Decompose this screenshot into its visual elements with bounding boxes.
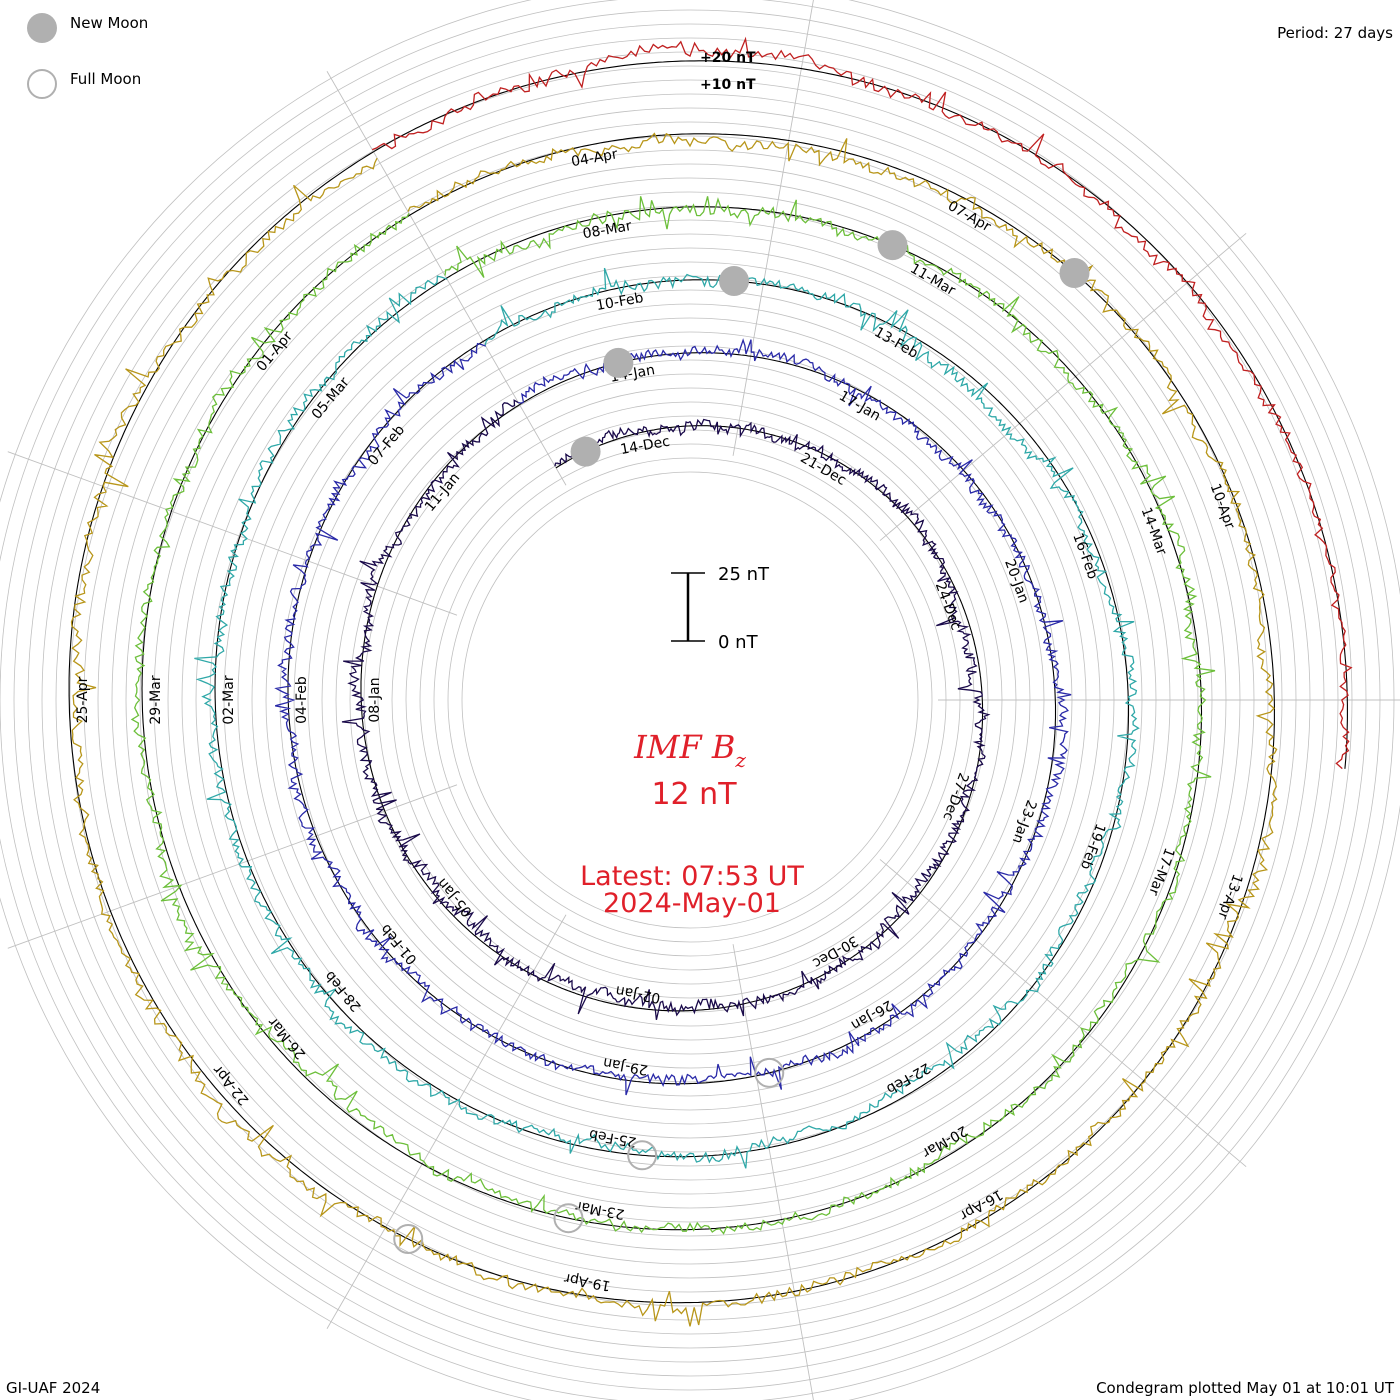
new-moon-marker bbox=[1059, 257, 1090, 288]
date-tick-label: 04-Apr bbox=[570, 146, 619, 170]
full-moon-legend-icon bbox=[27, 69, 57, 99]
scale-bar: 25 nT 0 nT bbox=[671, 564, 770, 653]
date-tick-label: 29-Jan bbox=[602, 1054, 649, 1078]
chart-title: IMF Bz bbox=[633, 728, 746, 772]
full-moon-marker bbox=[754, 1057, 785, 1088]
date-tick-label: 19-Apr bbox=[563, 1270, 612, 1294]
series-line-rotation-2 bbox=[274, 338, 1072, 1096]
legend: New Moon Full Moon bbox=[27, 13, 148, 99]
grid-ring bbox=[349, 359, 1031, 1041]
latest-time: Latest: 07:53 UT bbox=[580, 861, 804, 892]
date-tick-label: 02-Jan bbox=[614, 982, 661, 1006]
moon-marker-layer bbox=[393, 230, 1090, 1254]
series-line-rotation-1 bbox=[341, 399, 991, 1020]
date-label-layer: 14-Dec21-Dec24-Dec27-Dec30-Dec02-Jan05-J… bbox=[75, 146, 1245, 1293]
date-tick-label: 21-Dec bbox=[797, 450, 848, 489]
date-tick-label: 25-Apr bbox=[75, 676, 91, 723]
day-spoke bbox=[732, 944, 814, 1400]
new-moon-marker bbox=[719, 266, 750, 297]
day-spoke bbox=[732, 0, 814, 456]
zero-line-rotation-6 bbox=[373, 60, 1348, 769]
day-spoke bbox=[879, 232, 1247, 541]
series-line-rotation-6 bbox=[371, 36, 1353, 770]
date-tick-label: 05-Jan bbox=[434, 875, 475, 920]
date-tick-label: 29-Mar bbox=[148, 675, 164, 725]
zero-line-layer bbox=[68, 60, 1348, 1304]
new-moon-legend-label: New Moon bbox=[70, 14, 148, 32]
new-moon-marker bbox=[603, 347, 634, 378]
day-spoke bbox=[7, 784, 458, 949]
zero-line-rotation-2 bbox=[287, 341, 1057, 1085]
day-spoke bbox=[7, 451, 458, 616]
grid-ring bbox=[461, 471, 919, 929]
current-value: 12 nT bbox=[651, 777, 737, 812]
full-moon-marker bbox=[553, 1203, 584, 1234]
series-line-rotation-4 bbox=[130, 196, 1216, 1235]
full-moon-marker bbox=[393, 1223, 424, 1254]
day-spoke bbox=[326, 914, 567, 1329]
zero-line-rotation-4 bbox=[141, 206, 1203, 1231]
ref-ring-label-20: +20 nT bbox=[700, 50, 756, 66]
latest-date: 2024-May-01 bbox=[603, 888, 781, 919]
zero-line-rotation-3 bbox=[214, 277, 1130, 1158]
trace-layer bbox=[70, 36, 1353, 1327]
new-moon-marker bbox=[877, 230, 908, 261]
date-tick-label: 14-Mar bbox=[1138, 505, 1170, 557]
date-tick-label: 24-Dec bbox=[932, 580, 964, 632]
date-tick-label: 08-Jan bbox=[367, 677, 383, 722]
credit-label: GI-UAF 2024 bbox=[6, 1379, 101, 1397]
date-tick-label: 11-Mar bbox=[907, 261, 958, 300]
full-moon-legend-label: Full Moon bbox=[70, 70, 141, 88]
date-tick-label: 26-Mar bbox=[265, 1014, 309, 1062]
new-moon-marker bbox=[570, 436, 601, 467]
date-tick-label: 04-Feb bbox=[294, 676, 310, 724]
zero-line-rotation-5 bbox=[68, 133, 1275, 1304]
plotted-timestamp: Condegram plotted May 01 at 10:01 UT bbox=[1096, 1379, 1394, 1397]
center-annotation: IMF Bz 12 nT Latest: 07:53 UT 2024-May-0… bbox=[580, 728, 804, 919]
grid-ring bbox=[447, 457, 933, 943]
scale-bar-bottom-label: 0 nT bbox=[718, 632, 759, 653]
day-spoke bbox=[879, 859, 1247, 1168]
series-line-rotation-3 bbox=[194, 267, 1140, 1169]
scale-bar-top-label: 25 nT bbox=[718, 564, 770, 585]
date-tick-label: 20-Mar bbox=[919, 1122, 970, 1161]
new-moon-legend-icon bbox=[27, 13, 57, 43]
period-label: Period: 27 days bbox=[1277, 24, 1393, 42]
zero-line-rotation-1 bbox=[360, 404, 984, 1012]
ref-ring-label-10: +10 nT bbox=[700, 77, 756, 93]
chart-title-subscript: z bbox=[734, 748, 746, 772]
full-moon-marker bbox=[627, 1140, 658, 1171]
date-tick-label: 26-Jan bbox=[848, 997, 895, 1033]
series-line-rotation-5 bbox=[70, 132, 1278, 1327]
date-tick-label: 22-Feb bbox=[883, 1059, 932, 1097]
date-tick-label: 02-Mar bbox=[221, 675, 237, 725]
date-tick-label: 16-Apr bbox=[957, 1186, 1006, 1223]
date-tick-label: 17-Mar bbox=[1145, 846, 1177, 898]
date-tick-label: 07-Feb bbox=[365, 422, 408, 469]
